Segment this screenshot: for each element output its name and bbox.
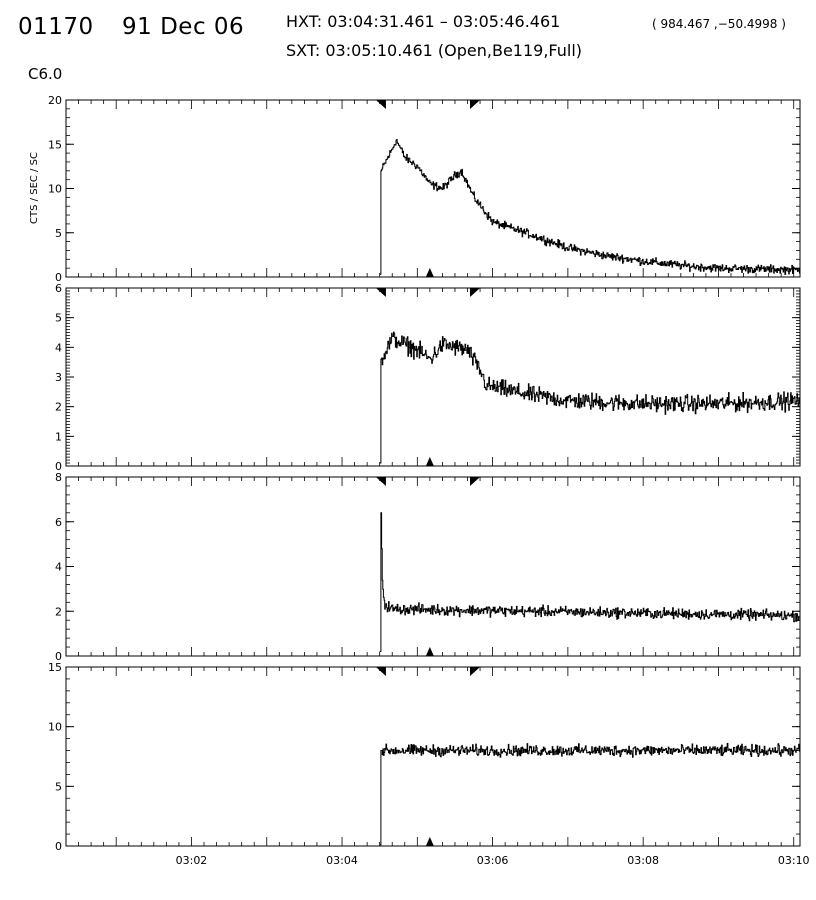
x-tick-label: 03:08 <box>627 854 659 867</box>
y-tick-label: 1 <box>55 430 62 443</box>
flare-date: 91 Dec 06 <box>122 14 245 40</box>
panel-frame <box>65 476 801 657</box>
y-tick-label: 5 <box>55 227 62 240</box>
sxt-time-marker <box>425 457 434 466</box>
y-tick-label: 6 <box>55 516 62 529</box>
goes-class: C6.0 <box>28 65 63 83</box>
hxt-end-marker <box>470 667 481 676</box>
y-tick-label: 0 <box>55 840 62 853</box>
y-tick-label: 3 <box>55 371 62 384</box>
hxt-position: ( 984.467 ,−50.4998 ) <box>652 17 786 31</box>
y-tick-label: 10 <box>48 183 62 196</box>
hxt-start-marker <box>375 477 386 486</box>
hxt-start-marker <box>375 288 386 297</box>
sxt-time: SXT: 03:05:10.461 (Open,Be119,Full) <box>286 41 583 60</box>
hxt-end-marker <box>470 288 481 297</box>
flare-id: 01170 <box>18 14 94 40</box>
y-tick-label: 0 <box>55 650 62 663</box>
y-tick-label: 15 <box>48 661 62 674</box>
x-tick-label: 03:10 <box>778 854 810 867</box>
hxt-start-marker <box>375 100 386 109</box>
light-curve <box>379 743 801 846</box>
x-tick-label: 03:02 <box>176 854 208 867</box>
hxt-interval: HXT: 03:04:31.461 – 03:05:46.461 <box>286 12 561 31</box>
light-curve <box>379 139 801 275</box>
x-tick-label: 03:06 <box>477 854 509 867</box>
hxt-end-marker <box>470 477 481 486</box>
y-tick-label: 4 <box>55 341 62 354</box>
y-tick-label: 8 <box>55 471 62 484</box>
y-tick-label: 2 <box>55 401 62 414</box>
panel-frame <box>65 287 801 467</box>
y-tick-label: 15 <box>48 138 62 151</box>
sxt-time-marker <box>425 268 434 277</box>
y-tick-label: 0 <box>55 271 62 284</box>
y-tick-label: 4 <box>55 561 62 574</box>
sxt-time-marker <box>425 647 434 656</box>
light-curve <box>379 512 801 652</box>
sxt-time-marker <box>425 837 434 846</box>
y-tick-label: 6 <box>55 282 62 295</box>
light-curve <box>379 331 801 464</box>
y-tick-label: 5 <box>55 780 62 793</box>
y-tick-label: 0 <box>55 460 62 473</box>
hxt-start-marker <box>375 667 386 676</box>
panel-frame <box>65 99 801 278</box>
y-axis-label: CTS / SEC / SC <box>29 152 40 224</box>
y-tick-label: 5 <box>55 312 62 325</box>
y-tick-label: 20 <box>48 94 62 107</box>
panel-frame <box>65 666 801 847</box>
x-tick-label: 03:04 <box>326 854 358 867</box>
y-tick-label: 10 <box>48 721 62 734</box>
y-tick-label: 2 <box>55 605 62 618</box>
hxt-end-marker <box>470 100 481 109</box>
